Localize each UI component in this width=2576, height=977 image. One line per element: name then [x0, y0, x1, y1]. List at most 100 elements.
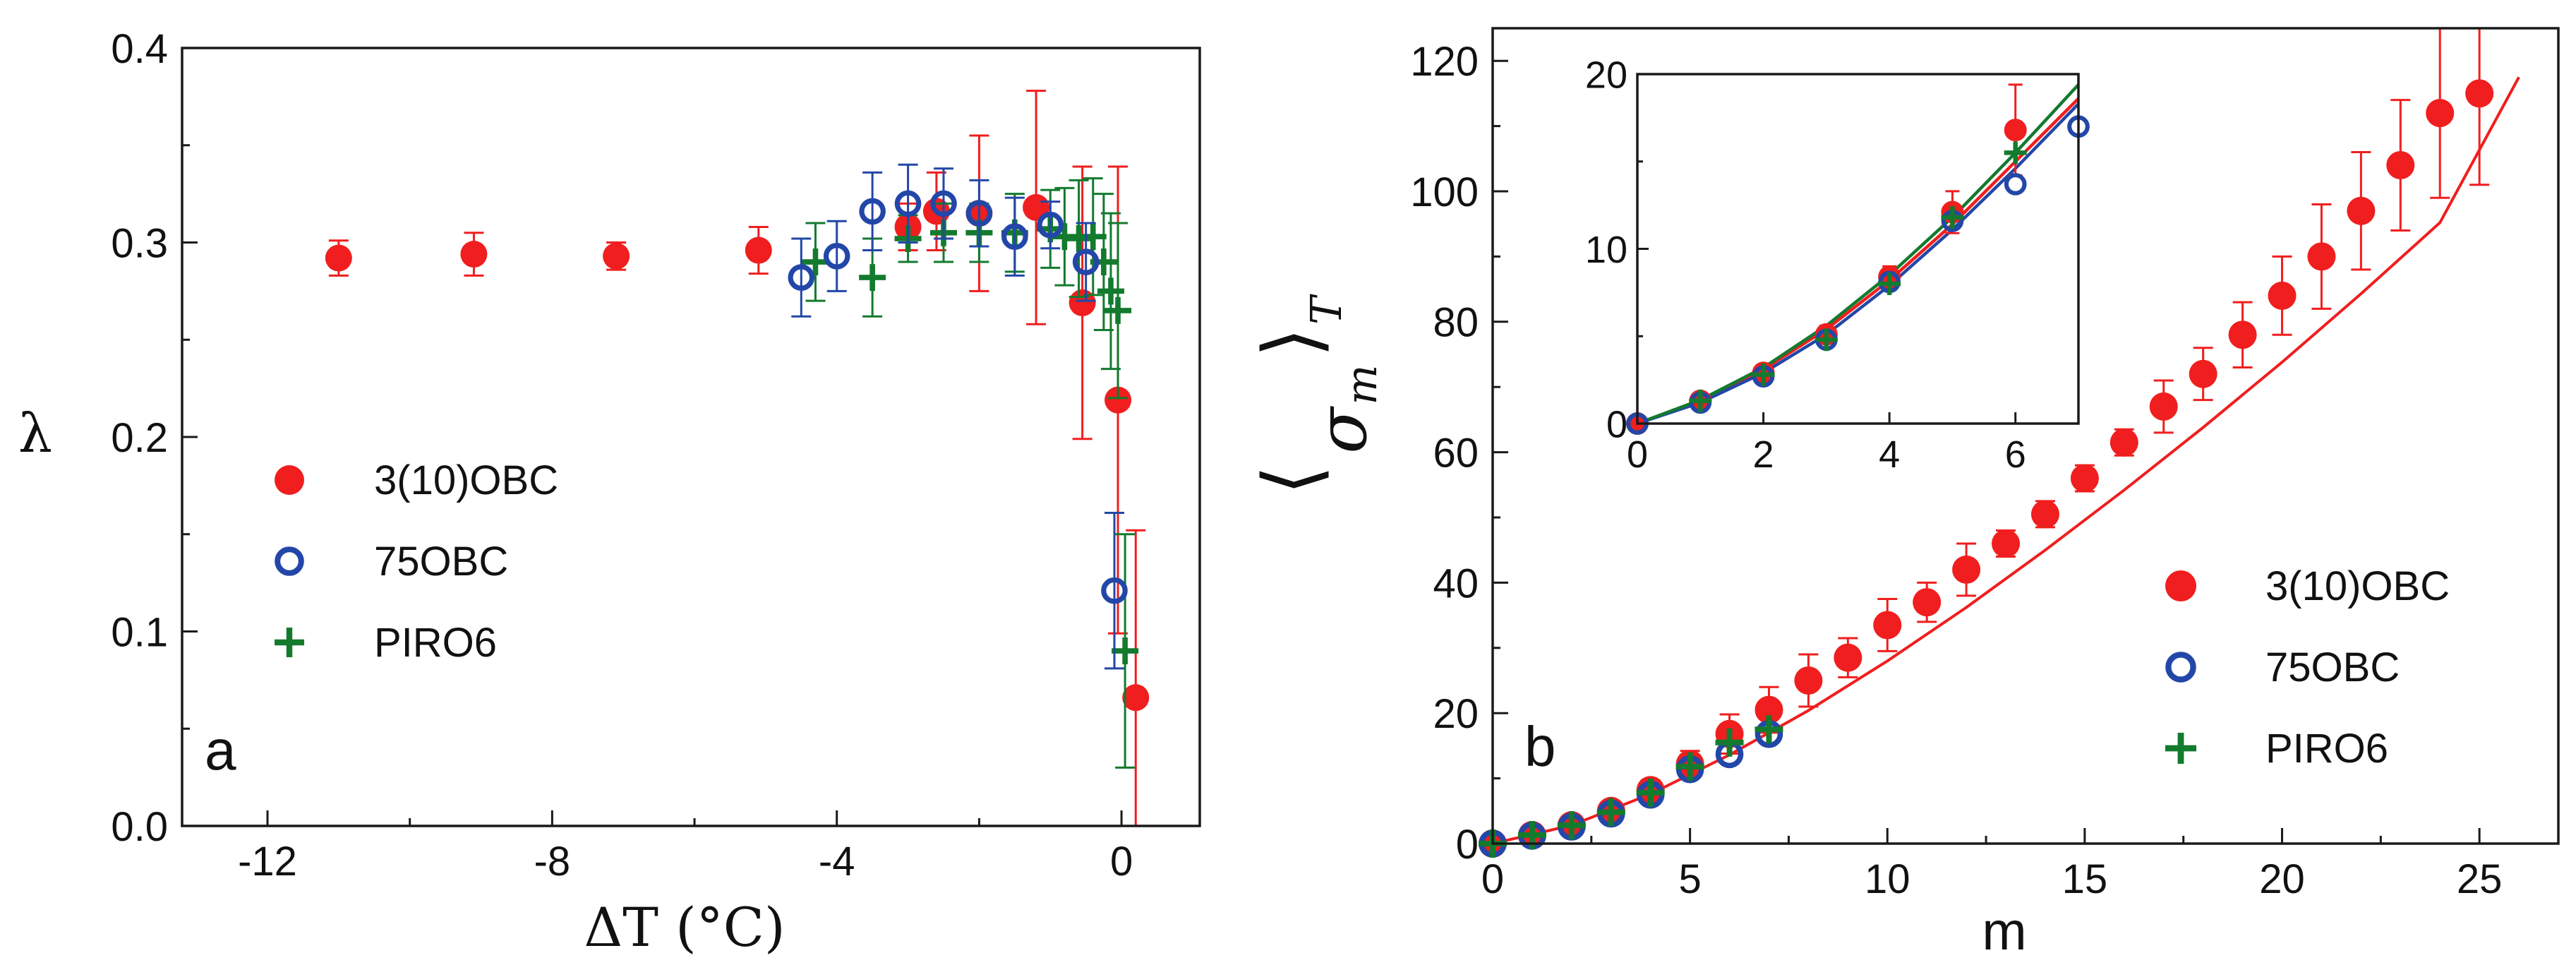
b-point: [1992, 529, 2021, 558]
panel-b-legend: 3(10)OBC 75OBC PIRO6: [2165, 563, 2450, 772]
a-point: [1072, 248, 1100, 275]
panel-b-frame: [1491, 27, 2560, 845]
a-point: [745, 236, 772, 264]
inset-point: [2004, 173, 2027, 196]
a-point: [1122, 684, 1150, 712]
b-point: [2228, 320, 2257, 349]
a-ytick-label: 0.3: [111, 220, 168, 266]
ylabel-sub-m: m: [1337, 365, 1387, 405]
a-point: [930, 190, 957, 217]
b-point: [2189, 359, 2217, 388]
ylabel-bracket-left: ⟨: [1246, 465, 1337, 496]
b-point: [1715, 728, 1744, 757]
b-xtick-label: 20: [2259, 856, 2305, 902]
b-point: [1834, 643, 1862, 672]
a-point: [1105, 386, 1132, 414]
inset-fit-line: [1637, 83, 2080, 426]
b-ytick-label: 40: [1433, 561, 1479, 606]
b-ytick-label: 0: [1456, 822, 1479, 868]
legend-marker: [2165, 733, 2196, 764]
inset-point: [1689, 389, 1712, 412]
a-point: [1069, 289, 1096, 316]
inset-ytick-label: 20: [1585, 54, 1627, 96]
b-xtick-label: 15: [2062, 856, 2108, 902]
legend-label: 3(10)OBC: [2265, 563, 2450, 609]
a-point: [1001, 223, 1028, 251]
b-ytick-label: 60: [1433, 430, 1479, 476]
a-point: [603, 242, 630, 270]
b-point: [1755, 695, 1783, 724]
legend-label: 75OBC: [374, 539, 508, 585]
panel-a-ylabel: λ: [18, 402, 52, 464]
legend-marker: [2165, 652, 2196, 683]
a-ytick-label: 0.4: [111, 26, 168, 72]
inset-point: [1878, 272, 1901, 295]
b-point: [1675, 752, 1704, 781]
b-point: [2386, 151, 2415, 180]
b-ytick-label: 100: [1410, 169, 1479, 215]
b-point: [2268, 281, 2297, 310]
a-point: [325, 244, 352, 272]
a-point: [802, 248, 829, 276]
b-point: [1794, 666, 1823, 695]
a-ytick-label: 0.0: [111, 804, 168, 850]
inset-point: [1752, 363, 1775, 386]
inset-point: [2004, 119, 2027, 142]
panel-b-letter: b: [1524, 715, 1556, 778]
b-xtick-label: 0: [1481, 856, 1504, 902]
a-point: [823, 242, 850, 270]
panel-a-letter: a: [205, 719, 236, 781]
a-xtick-label: 0: [1110, 839, 1133, 885]
b-point: [2426, 99, 2455, 128]
b-point: [2030, 500, 2059, 529]
a-point: [1079, 223, 1107, 251]
b-ytick-label: 80: [1433, 300, 1479, 346]
legend-marker: [2165, 570, 2196, 601]
inset-point: [2004, 141, 2027, 164]
a-ytick-label: 0.1: [111, 609, 168, 655]
b-xtick-label: 5: [1678, 856, 1701, 902]
b-point: [1596, 798, 1625, 827]
a-point: [460, 241, 488, 268]
inset-ytick-label: 10: [1585, 229, 1627, 271]
a-xtick-label: -12: [238, 839, 297, 885]
legend-marker: [275, 546, 304, 576]
panel-a-frame: [181, 47, 1201, 827]
b-point: [1557, 811, 1586, 840]
inset-xtick-label: 2: [1753, 433, 1774, 476]
b-point: [1873, 611, 1902, 640]
inset-xtick-label: 4: [1879, 433, 1900, 476]
panel-b-ylabel: ⟨ σ m ⟩ T: [1246, 294, 1387, 495]
a-xtick-label: -8: [534, 839, 571, 885]
inset-xtick-label: 6: [2005, 433, 2026, 476]
b-point: [1755, 715, 1783, 744]
a-point: [1097, 277, 1124, 305]
ylabel-bracket-right: ⟩: [1246, 328, 1337, 358]
panel-a-legend: 3(10)OBC 75OBC PIRO6: [275, 457, 558, 666]
b-point: [2109, 428, 2138, 457]
b-ytick-label: 20: [1433, 691, 1479, 737]
inset-point: [1814, 328, 1838, 352]
panel-b-inset: 0 2 4 6 0 10 20: [1585, 54, 2090, 476]
b-point: [1636, 778, 1665, 807]
a-point: [1105, 296, 1132, 324]
b-point: [2347, 196, 2376, 225]
panel-a: -12 -8 -4 0 0.0 0.1 0.2 0.3 0.4 λ ΔT (°C) a 3(10…: [18, 26, 1201, 959]
a-point: [1037, 211, 1064, 239]
a-point: [1112, 637, 1139, 665]
a-point: [859, 198, 886, 225]
ylabel-sigma: σ: [1303, 406, 1382, 454]
legend-label: 3(10)OBC: [374, 457, 558, 503]
b-point: [2149, 392, 2178, 421]
b-point: [1913, 588, 1942, 617]
ylabel-sub-T: T: [1302, 294, 1352, 325]
b-xtick-label: 10: [1865, 856, 1910, 902]
a-xtick-label: -4: [819, 839, 855, 885]
b-point: [2070, 464, 2099, 493]
a-point: [1101, 577, 1128, 604]
a-point: [965, 200, 993, 227]
a-ytick-label: 0.2: [111, 415, 168, 461]
inset-ytick-label: 0: [1606, 403, 1627, 445]
a-point: [894, 190, 922, 217]
